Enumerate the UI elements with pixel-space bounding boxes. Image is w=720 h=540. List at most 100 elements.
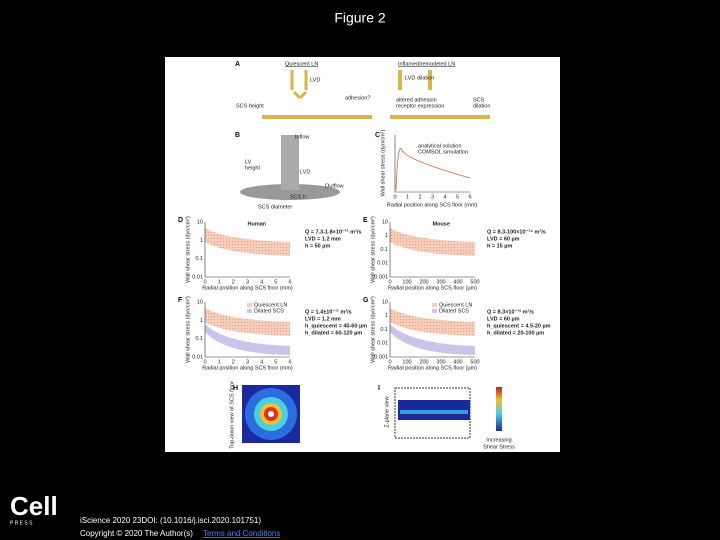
panel-title: Human xyxy=(248,221,267,227)
panel-letter: D xyxy=(178,217,183,224)
label: SCS xyxy=(473,97,485,103)
legend-entry: Quiescent LN xyxy=(254,302,287,308)
label: Top-down view of SCS floor xyxy=(229,381,235,449)
label: dilation xyxy=(473,103,490,109)
annotation: h_dilated = 20-100 µm xyxy=(487,330,544,336)
y-axis-label: Wall shear stress (dyn/cm²) xyxy=(370,216,376,283)
label: SCS diameter xyxy=(258,204,292,210)
annotation: h_dilated = 60-120 µm xyxy=(305,330,362,336)
legend-entry: COMSOL simulation xyxy=(418,149,468,155)
cylinder xyxy=(281,135,299,190)
x-tick-label: 0 xyxy=(393,194,396,200)
label: altered adhesion xyxy=(396,97,437,103)
annotation: LVD = 1.2 mm xyxy=(305,316,341,322)
axis xyxy=(389,302,475,358)
x-tick-label: 2 xyxy=(232,279,235,285)
annotation: h = 15 µm xyxy=(487,243,512,249)
legend-swatch xyxy=(247,303,252,307)
y-tick-label: 1 xyxy=(385,313,388,319)
vessel xyxy=(398,70,432,90)
label: Inflow xyxy=(295,134,309,140)
x-tick-label: 100 xyxy=(402,359,411,365)
band xyxy=(205,228,290,256)
panel-letter: F xyxy=(178,297,183,304)
y-axis-label: Wall shear stress (dyn/cm²) xyxy=(185,296,191,363)
x-tick-label: 5 xyxy=(274,279,277,285)
panel-letter: H xyxy=(233,385,238,392)
band xyxy=(390,324,475,355)
slide-title: Figure 2 xyxy=(334,10,386,26)
legend-entry: Quiescent LN xyxy=(439,302,472,308)
panel-letter: B xyxy=(235,132,240,139)
license-link[interactable]: Terms and Conditions xyxy=(203,529,280,538)
curve xyxy=(395,148,471,191)
x-tick-label: 300 xyxy=(436,279,445,285)
ring xyxy=(268,411,274,417)
axis xyxy=(394,135,470,193)
y-tick-label: 1 xyxy=(200,238,203,244)
x-tick-label: 0 xyxy=(203,279,206,285)
x-tick-label: 6 xyxy=(288,279,291,285)
y-tick-label: 0.01 xyxy=(192,274,203,280)
heatmap xyxy=(400,410,468,414)
x-tick-label: 1 xyxy=(218,359,221,365)
annotation: h = 50 µm xyxy=(305,243,330,249)
annotation: h_quiescent = 4.5-20 µm xyxy=(487,323,551,329)
y-tick-label: 0.001 xyxy=(374,354,388,360)
x-tick-label: 400 xyxy=(453,359,462,365)
label: Z-plane view xyxy=(384,396,390,427)
x-tick-label: 3 xyxy=(246,279,249,285)
x-tick-label: 1 xyxy=(218,279,221,285)
label: Outflow xyxy=(325,183,344,189)
y-tick-label: 0.01 xyxy=(377,261,388,267)
panel-letter: I xyxy=(378,385,380,392)
annotation: Q = 8.3-100×10⁻¹⁴ m³/s xyxy=(487,228,546,235)
x-tick-label: 0 xyxy=(203,359,206,365)
label: LVD xyxy=(300,169,310,175)
y-axis-label: Wall shear stress (dyn/cm²) xyxy=(380,129,386,196)
annotation: Q = 1.4±10⁻¹¹ m³/s xyxy=(305,308,352,315)
x-tick-label: 100 xyxy=(402,279,411,285)
y-tick-label: 0.01 xyxy=(377,341,388,347)
panel-letter: E xyxy=(363,217,368,224)
disc xyxy=(240,184,340,200)
y-axis-label: Wall shear stress (dyn/cm²) xyxy=(370,296,376,363)
legend-swatch xyxy=(432,309,437,313)
figure xyxy=(165,57,560,452)
citation: iScience 2020 23DOI: (10.1016/j.isci.202… xyxy=(80,516,261,525)
x-axis-label: Radial position along SCS floor (mm) xyxy=(202,365,293,371)
annotation: LVD = 60 µm xyxy=(487,316,520,322)
axis xyxy=(204,222,290,278)
y-tick-label: 10 xyxy=(197,219,203,225)
colorbar-label: Shear Stress xyxy=(483,444,515,450)
figure-content: A Quiescent LN Inflamed/remodeled LN LVD… xyxy=(229,61,515,451)
annotation: Q = 7.3-1.8×10⁻¹¹ m³/s xyxy=(305,228,361,235)
x-tick-label: 0 xyxy=(388,359,391,365)
label: SCS h xyxy=(290,194,306,200)
y-tick-label: 0.1 xyxy=(380,247,388,253)
y-tick-label: 0.01 xyxy=(192,354,203,360)
colorbar-label: Increasing xyxy=(486,437,511,443)
x-tick-label: 300 xyxy=(436,359,445,365)
colorbar xyxy=(496,387,502,431)
x-tick-label: 4 xyxy=(443,194,446,200)
panel-letter: A xyxy=(235,61,240,68)
label: LVD dilation xyxy=(405,75,434,81)
annotation: LVD = 1.2 mm xyxy=(305,236,341,242)
legend-swatch xyxy=(247,309,252,313)
x-tick-label: 5 xyxy=(456,194,459,200)
x-axis-label: Radial position along SCS floor (µm) xyxy=(388,285,477,291)
x-tick-label: 500 xyxy=(470,279,479,285)
copyright: Copyright © 2020 The Author(s) xyxy=(80,529,193,538)
x-tick-label: 4 xyxy=(260,279,263,285)
x-tick-label: 1 xyxy=(406,194,409,200)
band xyxy=(390,228,475,256)
x-tick-label: 200 xyxy=(419,279,428,285)
panel-title: Mouse xyxy=(433,221,450,227)
label: adhesion? xyxy=(345,95,370,101)
x-axis-label: Radial position along SCS floor (mm) xyxy=(202,285,293,291)
logo: Cell xyxy=(10,491,58,521)
panel-letter: G xyxy=(363,297,369,304)
